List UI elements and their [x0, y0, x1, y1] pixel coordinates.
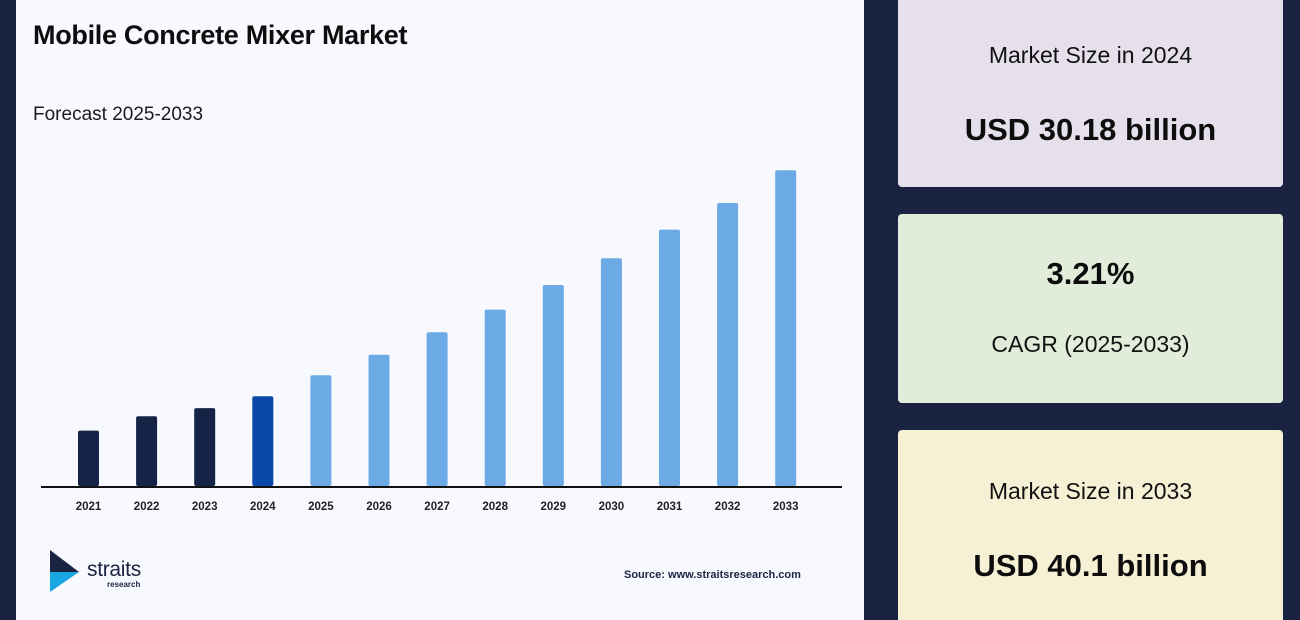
- bars-group: [78, 170, 797, 486]
- x-tick-label: 2023: [192, 501, 218, 513]
- bar-2026: [368, 354, 390, 486]
- x-tick-label: 2031: [657, 501, 683, 513]
- bar-2022: [136, 416, 158, 486]
- x-tick-label: 2029: [541, 501, 567, 513]
- x-axis-ticks: 2021 2022 2023 2024 2025 2026 2027 2028 2029 2030…: [76, 501, 799, 513]
- bar-2021: [78, 430, 99, 486]
- straits-research-logo: straits research: [49, 550, 189, 594]
- cagr-value: 3.21%: [1046, 256, 1135, 291]
- bar-2033: [775, 170, 797, 486]
- bar-2032: [717, 203, 739, 486]
- x-tick-label: 2026: [366, 501, 392, 513]
- logo-subtext: research: [107, 580, 141, 589]
- straits-logo-icon: [50, 550, 79, 592]
- x-tick-label: 2022: [134, 501, 160, 513]
- market-size-2024-label: Market Size in 2024: [988, 42, 1193, 68]
- cagr-label: CAGR (2025-2033): [991, 331, 1190, 357]
- x-tick-label: 2025: [308, 501, 334, 513]
- market-size-2024-card: Market Size in 2024 USD 30.18 billion: [898, 0, 1283, 187]
- bar-2031: [659, 229, 680, 486]
- x-tick-label: 2024: [250, 501, 276, 513]
- bar-chart: 2021 2022 2023 2024 2025 2026 2027 2028 2029 2030…: [41, 170, 842, 513]
- x-tick-label: 2021: [76, 501, 102, 513]
- x-tick-label: 2027: [424, 501, 450, 513]
- x-tick-label: 2033: [773, 501, 799, 513]
- bar-2028: [484, 309, 506, 486]
- market-size-2033-card: Market Size in 2033 USD 40.1 billion: [898, 430, 1283, 620]
- x-tick-label: 2028: [482, 501, 508, 513]
- bar-2024: [252, 396, 274, 486]
- chart-title: Mobile Concrete Mixer Market: [33, 20, 408, 50]
- x-tick-label: 2030: [599, 501, 625, 513]
- market-size-2033-value: USD 40.1 billion: [973, 548, 1208, 583]
- chart-panel: Mobile Concrete Mixer Market Forecast 20…: [16, 0, 864, 620]
- logo-wordmark: straits: [87, 558, 141, 581]
- source-credit: Source: www.straitsresearch.com: [624, 569, 801, 581]
- bar-2030: [600, 258, 622, 486]
- market-size-2024-value: USD 30.18 billion: [964, 112, 1217, 147]
- market-size-2033-label: Market Size in 2033: [988, 478, 1193, 504]
- cagr-card: 3.21% CAGR (2025-2033): [898, 214, 1283, 403]
- bar-2027: [426, 332, 448, 486]
- bar-2029: [542, 285, 564, 486]
- bar-2025: [310, 375, 332, 486]
- chart-subtitle: Forecast 2025-2033: [33, 104, 204, 125]
- x-tick-label: 2032: [715, 501, 741, 513]
- bar-2023: [194, 408, 216, 486]
